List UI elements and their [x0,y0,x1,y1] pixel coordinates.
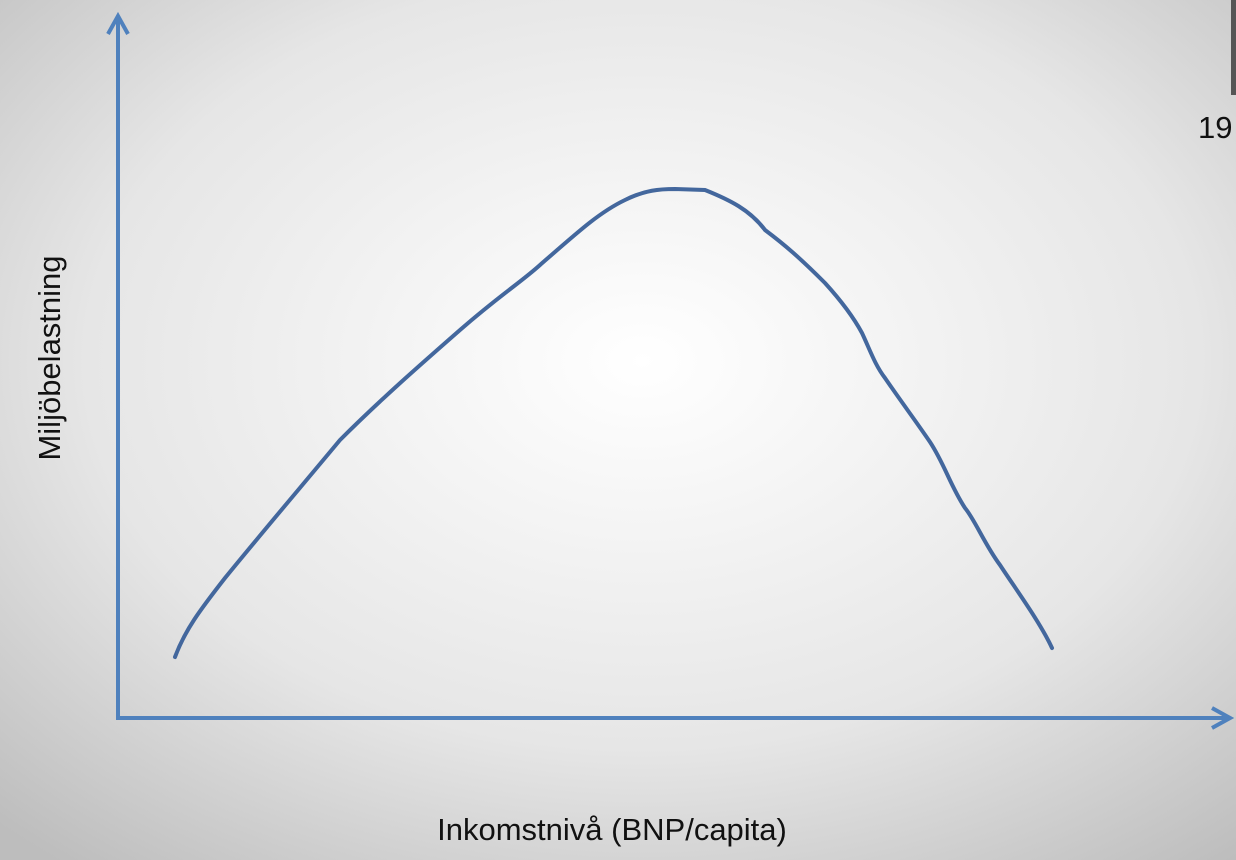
y-axis-label: Miljöbelastning [32,255,67,460]
side-text: 19 [1198,110,1232,145]
cropped-photo [1231,0,1236,95]
x-axis-label: Inkomstnivå (BNP/capita) [437,812,787,847]
kuznets-curve [173,186,1054,659]
